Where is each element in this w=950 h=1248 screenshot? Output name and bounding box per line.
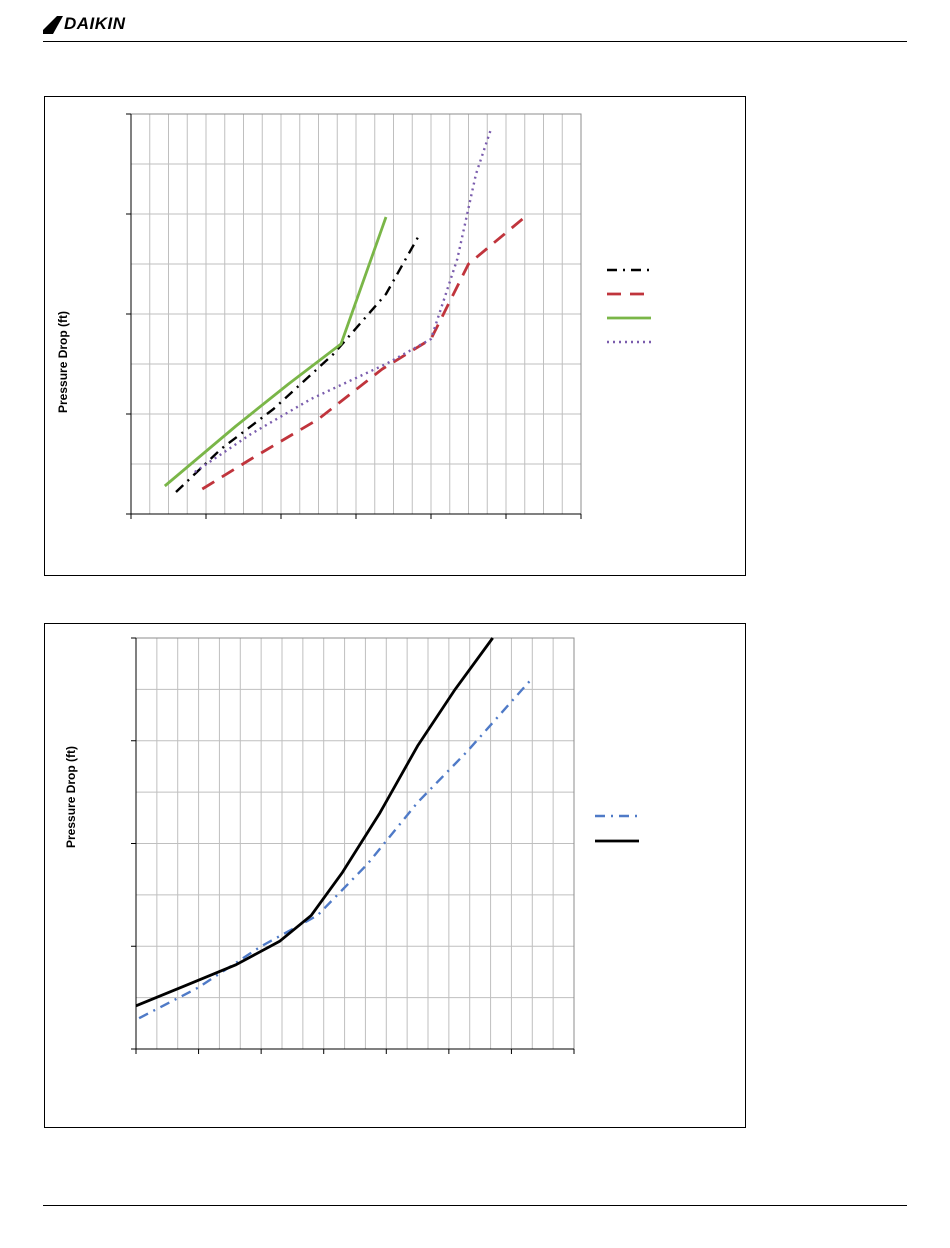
chart-panel-2: Pressure Drop (ft) xyxy=(44,623,746,1128)
y-axis-label: Pressure Drop (ft) xyxy=(56,311,70,413)
series-line-2 xyxy=(135,637,494,1008)
y-axis-label: Pressure Drop (ft) xyxy=(64,746,78,848)
series-line-4 xyxy=(194,128,493,473)
series-line-1 xyxy=(175,233,421,493)
series-line-3 xyxy=(163,216,388,488)
daikin-logo-mark xyxy=(43,16,63,34)
chart-1: Pressure Drop (ft) xyxy=(56,113,651,519)
series-line-2 xyxy=(201,212,530,491)
chart-2: Pressure Drop (ft) xyxy=(64,637,639,1054)
chart-panel-1: Pressure Drop (ft) xyxy=(44,96,746,576)
series-line-1 xyxy=(138,676,535,1020)
brand-name: DAIKIN xyxy=(64,14,126,33)
footer-rule xyxy=(43,1205,907,1206)
header-rule xyxy=(43,41,907,42)
